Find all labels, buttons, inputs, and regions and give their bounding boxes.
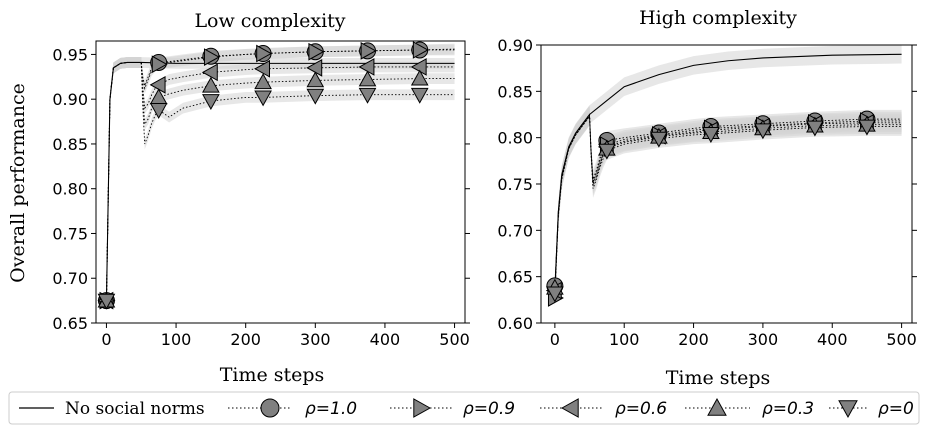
- data-point-triangle-right: [203, 48, 220, 66]
- legend-circle-icon: [260, 398, 280, 418]
- data-point-triangle-down: [754, 123, 772, 140]
- y-tick-label: 0.65: [497, 268, 533, 287]
- band-0: [554, 45, 902, 300]
- x-tick-label: 400: [817, 330, 848, 349]
- data-point-triangle-left: [306, 59, 323, 77]
- plot-area-low-complexity: 0 100 200 300 400 500 0.65 0.70 0.75 0.80 0.85 0.90…: [52, 40, 470, 349]
- data-point-triangle-left: [254, 59, 270, 78]
- data-point-triangle-down: [149, 103, 168, 119]
- y-tick-label: 0.75: [52, 224, 88, 243]
- series-line-triangle-right: [105, 48, 455, 301]
- series-line-no-social-norms: [554, 53, 902, 291]
- x-tick-label: 500: [439, 330, 470, 349]
- data-point-triangle-down: [546, 286, 564, 303]
- x-tick-label: 200: [678, 330, 709, 349]
- plot-area-high-complexity: 0 100 200 300 400 500 0.60 0.65 0.70 0.75 0.80 0.85…: [497, 36, 917, 349]
- x-tick-label: 500: [886, 330, 917, 349]
- data-point-triangle-down: [598, 143, 616, 160]
- chart-title-low-complexity: Low complexity: [194, 10, 345, 32]
- y-tick-label: 0.80: [497, 129, 533, 148]
- y-tick-label: 0.70: [52, 269, 88, 288]
- data-point-triangle-up: [306, 71, 325, 88]
- legend-triangle-down-icon: [838, 400, 858, 419]
- x-tick-label: 200: [230, 330, 261, 349]
- data-point-triangle-right: [360, 41, 377, 60]
- axes-frame: [95, 40, 466, 324]
- data-point-triangle-down: [410, 87, 429, 104]
- series-line-triangle-left: [554, 114, 902, 291]
- legend-marker-triangle-down-icon: [838, 400, 858, 419]
- series-line-triangle-up: [105, 62, 455, 301]
- x-tick-label: 0: [101, 330, 111, 349]
- x-tick-label: 300: [748, 330, 779, 349]
- legend-marker-triangle-right-icon: [413, 398, 432, 418]
- x-tick-label: 0: [550, 330, 560, 349]
- x-tick-label: 100: [161, 330, 192, 349]
- data-point-triangle-down: [202, 94, 220, 111]
- data-point-triangle-up: [410, 69, 429, 86]
- y-tick-label: 0.75: [497, 175, 533, 194]
- x-tick-label: 300: [300, 330, 331, 349]
- y-tick-label: 0.80: [52, 180, 88, 199]
- series-line-circle: [554, 113, 902, 286]
- data-point-triangle-down: [306, 88, 325, 105]
- y-tick-label: 0.85: [497, 82, 533, 101]
- legend-triangle-left-icon: [560, 398, 579, 418]
- series-line-triangle-left: [105, 62, 455, 301]
- data-point-triangle-down: [650, 131, 668, 148]
- y-tick-label: 0.70: [497, 221, 533, 240]
- data-point-triangle-down: [702, 127, 720, 143]
- data-point-triangle-left: [358, 58, 375, 76]
- data-point-triangle-down: [254, 90, 272, 107]
- y-tick-label: 0.90: [497, 36, 533, 55]
- chart-title-high-complexity: High complexity: [639, 7, 797, 29]
- legend-marker-triangle-up-icon: [707, 397, 727, 416]
- data-point-triangle-down: [858, 119, 876, 136]
- legend-label-rho-1-0: ρ=1.0: [305, 399, 357, 419]
- panel-low-complexity: 0 100 200 300 400 500 0.65 0.70 0.75 0.80 0.85 0.90…: [7, 10, 470, 386]
- y-tick-label: 0.65: [52, 314, 88, 333]
- data-point-triangle-right: [151, 55, 168, 74]
- y-tick-label: 0.60: [497, 314, 533, 333]
- data-point-triangle-up: [358, 70, 377, 87]
- x-tick-label: 100: [609, 330, 640, 349]
- y-tick-label: 0.90: [52, 90, 88, 109]
- y-axis-label-low-complexity: Overall performance: [7, 83, 29, 283]
- legend-label-rho-0: ρ=0: [878, 399, 914, 419]
- x-tick-label: 400: [370, 330, 401, 349]
- legend-marker-triangle-left-icon: [560, 398, 579, 418]
- data-point-triangle-right: [308, 42, 325, 61]
- legend-label-rho-0-3: ρ=0.3: [762, 399, 814, 419]
- legend-marker-circle-icon: [260, 398, 280, 418]
- panel-high-complexity: 0 100 200 300 400 500 0.60 0.65 0.70 0.75 0.80 0.85…: [497, 7, 917, 389]
- legend: No social norms ρ=1.0 ρ=0.9 ρ=0.6 ρ=0.3 …: [8, 391, 920, 425]
- legend-triangle-up-icon: [707, 397, 727, 416]
- data-point-triangle-right: [412, 41, 429, 59]
- data-point-triangle-up: [254, 73, 272, 90]
- data-point-triangle-left: [410, 58, 427, 76]
- data-point-triangle-down: [806, 120, 824, 137]
- data-point-triangle-up: [202, 76, 220, 93]
- legend-triangle-right-icon: [413, 398, 432, 418]
- y-tick-label: 0.95: [52, 45, 88, 64]
- x-axis-label-low-complexity: Time steps: [220, 364, 325, 386]
- data-point-triangle-left: [149, 76, 166, 94]
- legend-label-no-social-norms: No social norms: [65, 399, 205, 419]
- data-point-triangle-down: [358, 87, 377, 104]
- y-tick-label: 0.85: [52, 135, 88, 154]
- legend-label-rho-0-6: ρ=0.6: [615, 399, 667, 419]
- legend-label-rho-0-9: ρ=0.9: [463, 399, 515, 419]
- x-axis-label-high-complexity: Time steps: [666, 367, 771, 389]
- legend-frame: [8, 391, 920, 425]
- data-point-triangle-down: [97, 293, 116, 310]
- data-point-triangle-right: [256, 44, 273, 63]
- series-line-triangle-down: [554, 115, 902, 294]
- data-point-triangle-left: [201, 63, 218, 82]
